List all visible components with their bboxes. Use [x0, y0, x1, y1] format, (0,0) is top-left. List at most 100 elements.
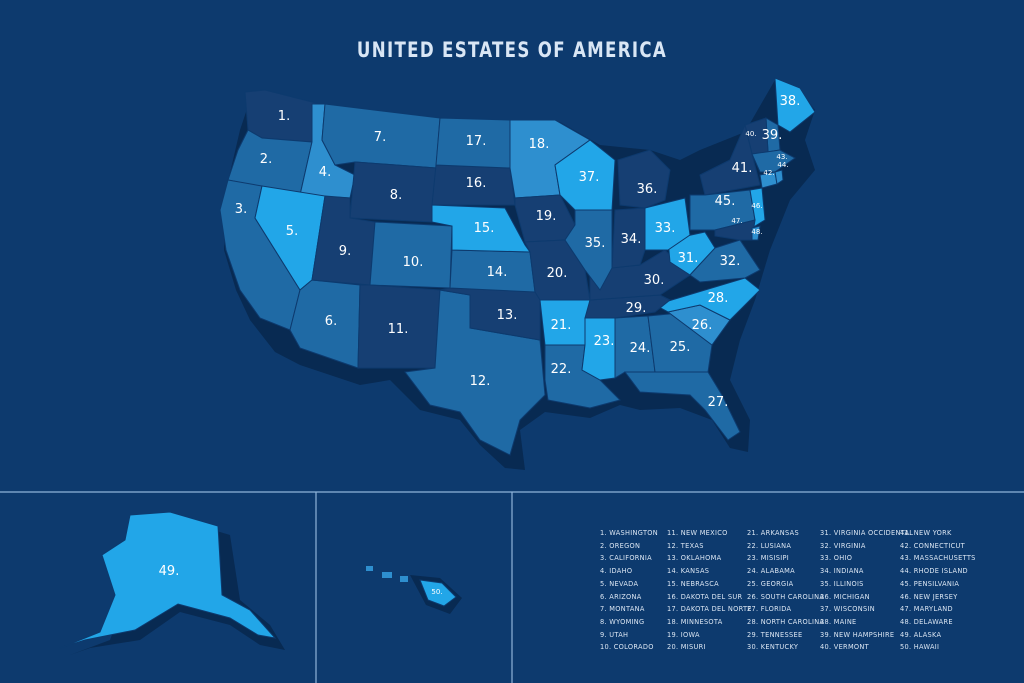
states	[219, 77, 816, 456]
label-34: 34.	[621, 232, 642, 247]
state-36-michigan	[617, 149, 671, 209]
label-44: 44.	[777, 161, 788, 169]
label-16: 16.	[466, 176, 487, 191]
legend-item: 42. CONNECTICUT	[900, 541, 965, 550]
legend-item: 30. KENTUCKY	[747, 643, 799, 652]
legend-item: 35. ILLINOIS	[820, 579, 864, 588]
label-7: 7.	[374, 130, 386, 145]
legend-item: 37. WISCONSIN	[820, 605, 875, 614]
label-43: 43.	[776, 153, 787, 161]
state-46-new-jersey	[749, 187, 766, 230]
state-49-alaska	[59, 511, 277, 649]
legend-item: 5. NEVADA	[600, 579, 639, 588]
legend-column-4: 31. VIRGINIA OCCIDENTAL 32. VIRGINIA 33.…	[820, 527, 914, 654]
label-21: 21.	[551, 318, 572, 333]
label-10: 10.	[403, 255, 424, 270]
legend-item: 21. ARKANSAS	[747, 529, 799, 537]
legend-item: 31. VIRGINIA OCCIDENTAL	[820, 529, 914, 537]
legend-item: 38. MAINE	[820, 617, 857, 626]
label-6: 6.	[325, 314, 337, 329]
legend-item: 39. NEW HAMPSHIRE	[820, 630, 895, 639]
legend-item: 33. OHIO	[820, 554, 853, 563]
legend-item: 17. DAKOTA DEL NORTE	[667, 605, 752, 614]
legend-item: 26. SOUTH CAROLINA	[747, 592, 825, 601]
label-18: 18.	[529, 137, 550, 152]
label-35: 35.	[585, 236, 606, 251]
legend-column-2: 11. NEW MEXICO 12. TEXAS 13. OKLAHOMA 14…	[667, 527, 752, 654]
legend-item: 10. COLORADO	[600, 643, 654, 652]
state-labels: 1. 2. 3. 4. 5. 6. 7. 8. 9. 10. 11. 12. 1…	[235, 94, 801, 410]
legend-item: 34. INDIANA	[820, 567, 864, 576]
state-38-maine	[774, 77, 816, 133]
label-50: 50.	[431, 588, 442, 596]
state-43-massachusetts	[751, 149, 796, 173]
legend-item: 28. NORTH CAROLINA	[747, 617, 825, 626]
label-26: 26.	[692, 318, 713, 333]
legend-item: 50. HAWAII	[900, 643, 940, 652]
legend-item: 15. NEBRASCA	[667, 579, 719, 588]
state-15-nebraska	[431, 204, 531, 253]
hawaii-inset: 50.	[366, 566, 462, 614]
state-27-florida	[624, 371, 741, 441]
state-32-virginia	[689, 239, 761, 283]
label-2: 2.	[260, 152, 272, 167]
label-5: 5.	[286, 224, 298, 239]
legend-item: 43. MASSACHUSETTS	[900, 554, 976, 563]
state-44-rhode-island	[774, 169, 784, 185]
label-49: 49.	[159, 564, 180, 579]
label-25: 25.	[670, 340, 691, 355]
legend-item: 19. IOWA	[667, 630, 700, 639]
legend-item: 24. ALABAMA	[747, 567, 795, 576]
state-50-hawaii	[419, 579, 457, 607]
legend-column-1: 1. WASHINGTON 2. OREGON 3. CALIFORNIA 4.…	[600, 527, 667, 654]
label-11: 11.	[388, 322, 409, 337]
panel-dividers	[0, 491, 1024, 683]
label-28: 28.	[708, 291, 729, 306]
label-46: 46.	[751, 202, 762, 210]
legend-item: 6. ARIZONA	[600, 592, 642, 601]
label-48: 48.	[751, 228, 762, 236]
label-37: 37.	[579, 170, 600, 185]
legend-item: 3. CALIFORNIA	[600, 554, 652, 563]
alaska-inset: 49.	[59, 511, 285, 655]
legend-item: 29. TENNESSEE	[747, 630, 803, 639]
legend-item: 46. NEW JERSEY	[900, 592, 958, 601]
label-14: 14.	[487, 265, 508, 280]
state-48-delaware	[751, 225, 761, 241]
legend-item: 13. OKLAHOMA	[667, 554, 722, 563]
label-27: 27.	[708, 395, 729, 410]
label-36: 36.	[637, 182, 658, 197]
legend-item: 18. MINNESOTA	[667, 617, 723, 626]
legend-item: 40. VERMONT	[820, 643, 869, 652]
label-12: 12.	[470, 374, 491, 389]
legend-item: 4. IDAHO	[600, 567, 633, 576]
state-47-maryland	[714, 219, 756, 241]
label-4: 4.	[319, 165, 331, 180]
label-22: 22.	[551, 362, 572, 377]
legend-item: 1. WASHINGTON	[600, 529, 659, 537]
label-45: 45.	[715, 194, 736, 209]
label-19: 19.	[536, 209, 557, 224]
legend-item: 20. MISURI	[667, 643, 706, 652]
legend-item: 7. MONTANA	[600, 605, 645, 614]
legend-item: 2. OREGON	[600, 541, 641, 550]
label-47: 47.	[731, 217, 742, 225]
hawaii-island	[366, 566, 373, 571]
label-9: 9.	[339, 244, 351, 259]
label-31: 31.	[678, 251, 699, 266]
legend-column-3: 21. ARKANSAS 22. LUSIANA 23. MISISIPI 24…	[747, 527, 825, 654]
legend-item: 32. VIRGINIA	[820, 541, 866, 550]
legend-item: 11. NEW MEXICO	[667, 529, 728, 537]
label-24: 24.	[630, 341, 651, 356]
state-legend: 1. WASHINGTON 2. OREGON 3. CALIFORNIA 4.…	[600, 527, 976, 654]
state-23-mississippi	[581, 317, 616, 381]
label-8: 8.	[390, 188, 402, 203]
legend-item: 48. DELAWARE	[900, 617, 953, 626]
label-17: 17.	[466, 134, 487, 149]
label-40: 40.	[745, 130, 756, 138]
legend-item: 49. ALASKA	[900, 630, 942, 639]
legend-item: 9. UTAH	[600, 630, 629, 639]
legend-item: 12. TEXAS	[667, 541, 704, 550]
legend-item: 41. NEW YORK	[900, 529, 952, 537]
